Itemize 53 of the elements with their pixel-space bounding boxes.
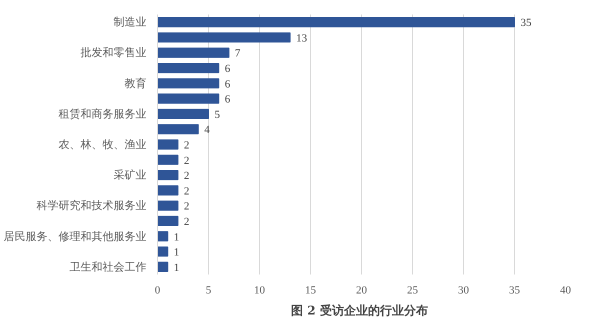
x-tick-label: 15 (305, 284, 316, 296)
data-label: 35 (520, 17, 532, 30)
y-tick-label: 采矿业 (114, 168, 146, 182)
bar (158, 185, 178, 196)
data-label: 2 (184, 200, 190, 213)
data-label: 6 (224, 78, 231, 90)
data-label: 13 (296, 32, 308, 44)
bar (158, 32, 291, 43)
bar (158, 246, 168, 257)
y-tick-label: 制造业 (114, 16, 146, 29)
bar (158, 216, 178, 226)
data-label: 6 (224, 94, 231, 106)
x-tick-label: 10 (254, 284, 266, 296)
data-label: 4 (204, 124, 210, 136)
y-tick-label: 教育 (124, 76, 146, 90)
bar (158, 94, 220, 104)
bar (158, 154, 178, 165)
bar (158, 231, 168, 242)
data-label: 2 (184, 170, 190, 182)
data-label: 1 (174, 262, 180, 274)
bar (158, 48, 230, 58)
y-tick-label: 科学研究和技术服务业 (36, 199, 146, 212)
x-tick-label: 25 (407, 284, 418, 296)
y-tick-label: 居民服务、修理和其他服务业 (4, 230, 146, 243)
data-label: 1 (174, 231, 180, 244)
bar (158, 62, 220, 74)
data-label: 2 (184, 216, 190, 228)
data-label: 7 (234, 48, 241, 60)
x-tick-label: 20 (356, 284, 368, 296)
bar (158, 139, 178, 150)
data-label: 2 (184, 154, 190, 167)
x-tick-label: 0 (154, 284, 161, 296)
y-tick-label: 农、林、牧、渔业 (58, 138, 146, 151)
data-label: 2 (184, 140, 190, 152)
data-label: 5 (214, 108, 220, 121)
data-label: 6 (224, 63, 231, 76)
bar (158, 108, 209, 119)
x-tick-label: 30 (458, 284, 470, 296)
bar (158, 262, 168, 272)
data-label: 2 (184, 185, 190, 198)
text: 图 2 受访企业的行业分布 (291, 304, 428, 318)
x-tick-label: 5 (206, 284, 212, 296)
y-tick-label: 卫生和社会工作 (70, 260, 146, 274)
data-label: 1 (174, 246, 180, 259)
y-tick-label: 租赁和商务服务业 (58, 107, 146, 120)
y-tick-label: 批发和零售业 (80, 46, 146, 60)
x-tick-label: 40 (560, 284, 572, 296)
bar (158, 170, 178, 180)
bar (158, 200, 178, 211)
x-tick-label: 35 (509, 284, 520, 296)
bar (158, 17, 515, 28)
bar (158, 78, 220, 88)
bar (158, 124, 199, 134)
